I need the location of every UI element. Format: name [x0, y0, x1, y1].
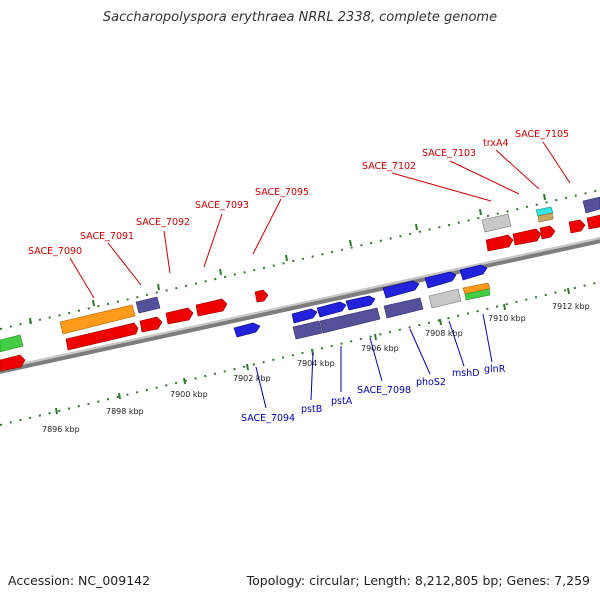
- gene-arrow[interactable]: [0, 354, 26, 372]
- lower-genes: [233, 264, 491, 340]
- gene-label[interactable]: pstB: [301, 404, 322, 415]
- tick-label: 7904 kbp: [297, 359, 335, 368]
- gene-label[interactable]: SACE_7103: [422, 148, 476, 159]
- genome-backbone-highlight: [0, 237, 600, 370]
- gene-label[interactable]: phoS2: [416, 377, 446, 388]
- gene-arrow[interactable]: [586, 214, 600, 230]
- gene-arrow[interactable]: [233, 322, 261, 338]
- lower-gene-labels: SACE_7094 pstB pstA SACE_7098 phoS2 mshD…: [241, 364, 506, 424]
- genome-summary-text: Topology: circular; Length: 8,212,805 bp…: [246, 573, 590, 588]
- lower-leader-lines: [255, 313, 493, 409]
- gene-label[interactable]: SACE_7092: [136, 217, 190, 228]
- tick-label: 7902 kbp: [233, 374, 271, 383]
- gene-label[interactable]: SACE_7102: [362, 161, 416, 172]
- gene-label[interactable]: SACE_7095: [255, 187, 309, 198]
- gene-arrow[interactable]: [462, 282, 491, 295]
- gene-arrow[interactable]: [539, 225, 556, 240]
- gene-arrow[interactable]: [537, 212, 554, 223]
- gene-arrow[interactable]: [428, 288, 462, 309]
- gene-arrow[interactable]: [424, 271, 457, 289]
- gene-arrow[interactable]: [319, 307, 381, 334]
- gene-label[interactable]: SACE_7105: [515, 129, 569, 140]
- genome-backbone: [0, 237, 600, 374]
- gene-label[interactable]: mshD: [452, 368, 480, 379]
- tick-label: 7908 kbp: [425, 329, 463, 338]
- tick-label: 7910 kbp: [488, 314, 526, 323]
- gene-label[interactable]: SACE_7090: [28, 246, 82, 257]
- gene-arrow[interactable]: [291, 308, 318, 324]
- gene-arrow[interactable]: [254, 289, 269, 303]
- gene-label[interactable]: SACE_7098: [357, 385, 411, 396]
- gene-label[interactable]: glnR: [484, 364, 506, 375]
- gene-arrow[interactable]: [59, 304, 136, 335]
- gene-arrow[interactable]: [165, 307, 194, 325]
- gene-arrow[interactable]: [464, 288, 491, 301]
- tick-label: 7896 kbp: [42, 425, 80, 434]
- accession-text: Accession: NC_009142: [8, 573, 151, 588]
- gene-arrow[interactable]: [345, 295, 376, 311]
- gene-arrow[interactable]: [383, 297, 424, 319]
- tick-label: 7898 kbp: [106, 407, 144, 416]
- gene-arrow[interactable]: [582, 196, 600, 214]
- gene-arrow[interactable]: [316, 301, 347, 318]
- gene-arrow[interactable]: [481, 213, 512, 233]
- gene-arrow[interactable]: [382, 280, 420, 299]
- tick-label: 7912 kbp: [552, 302, 590, 311]
- tick-label: 7900 kbp: [170, 390, 208, 399]
- gene-arrow[interactable]: [292, 320, 323, 340]
- tick-label: 7906 kbp: [361, 344, 399, 353]
- gene-arrow[interactable]: [135, 296, 161, 314]
- gene-arrow[interactable]: [485, 234, 514, 252]
- gene-arrow[interactable]: [139, 316, 163, 333]
- gene-arrow[interactable]: [195, 298, 228, 317]
- genome-title: Saccharopolyspora erythraea NRRL 2338, c…: [102, 10, 498, 25]
- gene-arrow[interactable]: [512, 228, 542, 246]
- gene-label[interactable]: SACE_7093: [195, 200, 249, 211]
- upper-gene-labels: SACE_7090 SACE_7091 SACE_7092 SACE_7093 …: [28, 129, 569, 257]
- gene-label[interactable]: SACE_7094: [241, 413, 295, 424]
- gene-label[interactable]: SACE_7091: [80, 231, 134, 242]
- gene-arrow[interactable]: [0, 334, 24, 353]
- gene-label[interactable]: pstA: [331, 396, 353, 407]
- upper-leader-lines: [69, 141, 571, 299]
- gene-arrow[interactable]: [568, 219, 586, 234]
- upper-genes: [0, 196, 600, 372]
- gene-label[interactable]: trxA4: [483, 138, 509, 149]
- gene-arrow[interactable]: [459, 264, 488, 281]
- gene-arrow[interactable]: [65, 322, 139, 351]
